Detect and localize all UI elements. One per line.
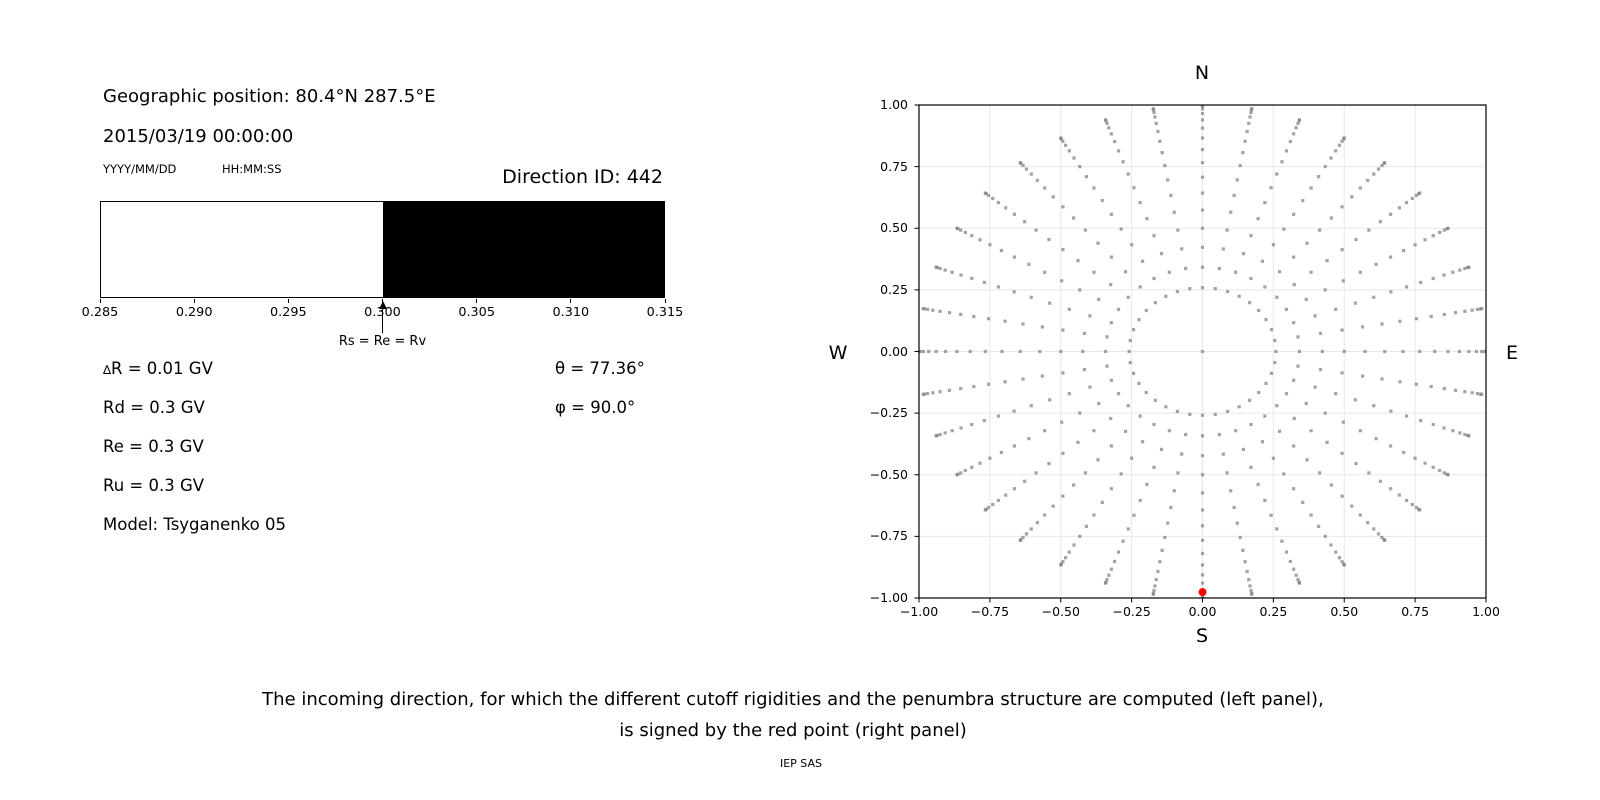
datetime-text: 2015/03/19 00:00:00 (103, 126, 294, 147)
delta-r-text: ∆R = 0.01 GV (103, 359, 213, 378)
x-tick-label: −0.75 (970, 604, 1010, 619)
geo-position-text: Geographic position: 80.4°N 287.5°E (103, 86, 436, 107)
theta-text: θ = 77.36° (555, 359, 645, 378)
compass-east-label: E (1505, 342, 1518, 364)
model-text: Model: Tsyganenko 05 (103, 515, 287, 534)
y-tick-label: 0.00 (880, 343, 908, 359)
penumbra-axis-tick (664, 299, 666, 303)
caption-line-2: is signed by the red point (right panel) (619, 720, 967, 741)
compass-north-label: N (1194, 62, 1210, 84)
x-tick-label: −1.00 (899, 604, 939, 619)
penumbra-tick-label: 0.315 (646, 305, 684, 320)
y-tick-label: 0.50 (880, 220, 908, 236)
y-tick-label: −0.50 (869, 466, 908, 482)
phi-text: φ = 90.0° (555, 398, 636, 417)
annotation-label: Rs = Re = Rv (338, 334, 427, 349)
penumbra-axis-tick (476, 299, 478, 303)
y-tick-label: 0.75 (880, 158, 908, 174)
x-tick-label: −0.25 (1112, 604, 1151, 619)
penumbra-tick-label: 0.310 (552, 305, 590, 320)
direction-id-text: Direction ID: 442 (502, 166, 663, 188)
penumbra-tick-label: 0.295 (270, 305, 307, 320)
axis-ticks (914, 104, 1487, 603)
y-tick-label: 1.00 (880, 97, 908, 112)
time-format-label: HH:MM:SS (222, 162, 282, 176)
compass-west-label: W (828, 342, 848, 364)
y-tick-label: 0.25 (880, 281, 908, 297)
x-tick-label: 0.50 (1330, 604, 1359, 619)
penumbra-tick-label: 0.290 (175, 305, 213, 320)
y-tick-label: −0.75 (869, 528, 908, 544)
red-direction-point (1198, 588, 1207, 597)
x-tick-label: 1.00 (1472, 604, 1500, 619)
date-format-label: YYYY/MM/DD (103, 162, 177, 176)
caption-line-1: The incoming direction, for which the di… (262, 689, 1324, 710)
penumbra-bar (100, 201, 665, 298)
penumbra-forbidden-segment (382, 202, 664, 297)
compass-south-label: S (1195, 625, 1209, 647)
credit-text: IEP SAS (779, 757, 823, 770)
penumbra-axis-tick (287, 299, 289, 303)
penumbra-axis-tick (570, 299, 572, 303)
re-text: Re = 0.3 GV (103, 437, 204, 456)
x-tick-label: 0.25 (1259, 604, 1288, 619)
penumbra-axis-tick (193, 299, 195, 303)
direction-grid-dots (919, 105, 1486, 598)
y-tick-label: −1.00 (869, 590, 908, 605)
x-tick-label: −0.50 (1041, 604, 1080, 619)
x-tick-label: 0.75 (1401, 604, 1430, 619)
rd-text: Rd = 0.3 GV (103, 398, 205, 417)
ru-text: Ru = 0.3 GV (103, 476, 205, 495)
annotation-arrow-stem (381, 308, 384, 333)
penumbra-tick-label: 0.305 (458, 305, 495, 320)
penumbra-axis-tick (99, 299, 101, 303)
delta-symbol: ∆ (103, 363, 112, 377)
direction-plot-svg (914, 104, 1487, 603)
x-tick-label: 0.00 (1188, 604, 1217, 619)
y-tick-label: −0.25 (869, 405, 908, 421)
annotation-arrow-head (378, 301, 387, 309)
penumbra-tick-label: 0.285 (81, 305, 119, 320)
